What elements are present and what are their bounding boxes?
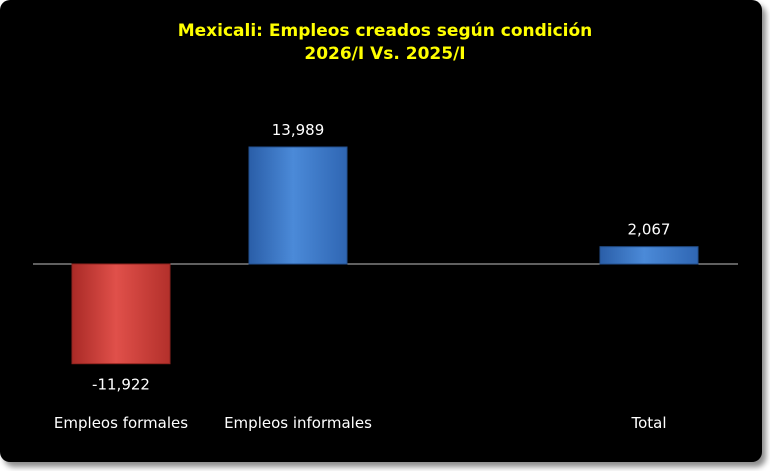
chart-title-line-1: Mexicali: Empleos creados según condició… bbox=[177, 21, 593, 41]
category-label-1: Empleos formales bbox=[54, 414, 188, 432]
chart-plot: -11,922 Empleos formales 13,989 Empleos inf… bbox=[33, 121, 738, 432]
bar-1 bbox=[71, 263, 171, 365]
bar-3 bbox=[599, 246, 699, 265]
bar-2 bbox=[248, 146, 348, 265]
chart-frame: Mexicali: Empleos creados según condició… bbox=[0, 0, 762, 462]
category-label-2: Empleos informales bbox=[224, 414, 372, 432]
chart-title: Mexicali: Empleos creados según condició… bbox=[0, 20, 762, 66]
category-label-3: Total bbox=[630, 414, 666, 432]
data-label-2: 13,989 bbox=[272, 121, 325, 139]
chart-title-line-2: 2026/I Vs. 2025/I bbox=[304, 44, 466, 64]
data-label-3: 2,067 bbox=[628, 221, 671, 239]
data-label-1: -11,922 bbox=[92, 376, 150, 394]
